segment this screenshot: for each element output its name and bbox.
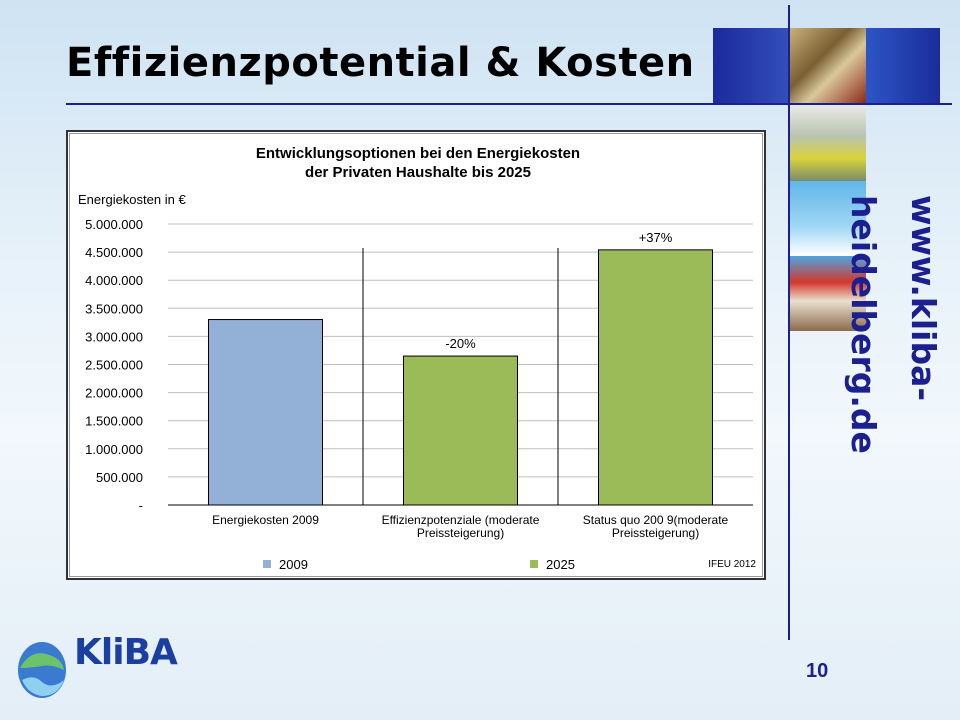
y-tick-label: 4.000.000 (85, 273, 143, 288)
x-category-label: Energiekosten 2009 (212, 513, 319, 527)
house-roof-photo (790, 256, 866, 331)
header-decoration-right (863, 28, 940, 103)
legend-swatch-2009 (263, 560, 271, 568)
bar (208, 319, 323, 506)
chart-title: Entwicklungsoptionen bei den Energiekost… (255, 145, 581, 181)
vertical-rule (788, 5, 790, 640)
title-rule (66, 103, 952, 105)
legend-swatch-2025 (530, 560, 538, 568)
x-category-label: Preissteigerung) (417, 526, 504, 540)
x-category-label: Effizienzpotenziale (moderate (382, 513, 540, 527)
y-tick-label: 5.000.000 (85, 217, 143, 232)
logo-text: KliBA (74, 632, 178, 673)
website-url: www.kliba-heidelberg.de (844, 195, 943, 454)
chart-source: IFEU 2012 (708, 559, 756, 570)
page-number: 10 (806, 660, 829, 682)
legend-label-2009: 2009 (279, 557, 308, 572)
globe-icon (18, 642, 66, 698)
bar (403, 355, 518, 506)
y-tick-label: 1.500.000 (85, 414, 143, 429)
kliba-logo: KliBA (12, 630, 182, 710)
bar (598, 249, 713, 506)
chart-plot-area: - 500.000 1.000.000 1.500.000 2.000.000 2.500… (85, 217, 753, 540)
chart: Entwicklungsoptionen bei den Energiekost… (66, 130, 766, 580)
x-category-label: Preissteigerung) (612, 526, 699, 540)
y-tick-label: 2.500.000 (85, 358, 143, 373)
chart-legend: 2009 2025 (68, 557, 768, 575)
legend-label-2025: 2025 (546, 557, 575, 572)
y-tick-label: 3.500.000 (85, 301, 143, 316)
heating-system-photo (790, 106, 866, 181)
roof-tiles-photo (790, 28, 866, 103)
y-tick-label: 4.500.000 (85, 245, 143, 260)
bar-annotation: -20% (445, 336, 476, 351)
y-tick-label: 500.000 (96, 470, 143, 485)
y-tick-label: - (139, 498, 143, 513)
y-tick-label: 3.000.000 (85, 329, 143, 344)
y-tick-label: 2.000.000 (85, 386, 143, 401)
legend-item-2009: 2009 (263, 557, 308, 572)
chart-inner-border (69, 133, 763, 577)
legend-item-2025: 2025 (530, 557, 575, 572)
y-axis-label: Energiekosten in € (78, 192, 186, 207)
bar-annotation: +37% (639, 230, 673, 245)
y-tick-label: 1.000.000 (85, 442, 143, 457)
x-category-label: Status quo 200 9(moderate (583, 513, 729, 527)
slide-title: Effizienzpotential & Kosten (66, 40, 695, 86)
sky-photo (790, 181, 866, 256)
